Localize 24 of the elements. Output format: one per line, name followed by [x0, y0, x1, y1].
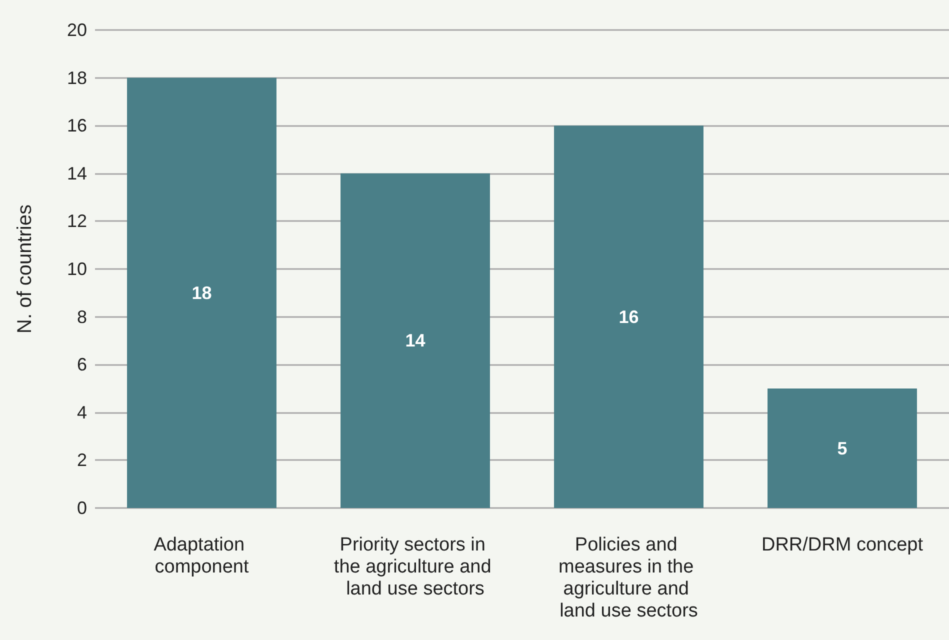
x-tick-label: Policies and measures in the agriculture and land use sectors: [558, 534, 699, 622]
y-tick-label: 4: [76, 402, 87, 422]
y-tick-label: 20: [66, 20, 87, 40]
bar: [340, 173, 490, 508]
data-label: 14: [405, 330, 426, 351]
y-tick-label: 2: [76, 450, 87, 470]
bar: [554, 126, 704, 508]
y-tick-label: 18: [66, 68, 87, 88]
x-tick-label: Adaptation component: [154, 534, 250, 578]
data-label: 16: [618, 306, 639, 327]
x-tick-label: DRR/DRM concept: [761, 534, 924, 556]
y-tick-label: 16: [66, 116, 87, 136]
data-label: 5: [837, 438, 848, 458]
y-tick-label: 12: [66, 211, 87, 232]
y-tick-label: 0: [76, 498, 87, 518]
data-label: 18: [192, 282, 212, 303]
bar: [768, 388, 917, 508]
x-tick-label: Priority sectors in the agriculture and land use sectors: [334, 534, 497, 600]
bar: [127, 78, 276, 508]
y-tick-label: 10: [66, 259, 87, 279]
y-axis-title: N. of countries: [14, 204, 36, 334]
y-tick-label: 8: [76, 306, 87, 327]
y-tick-label: 6: [76, 354, 87, 375]
y-tick-label: 14: [66, 163, 87, 184]
